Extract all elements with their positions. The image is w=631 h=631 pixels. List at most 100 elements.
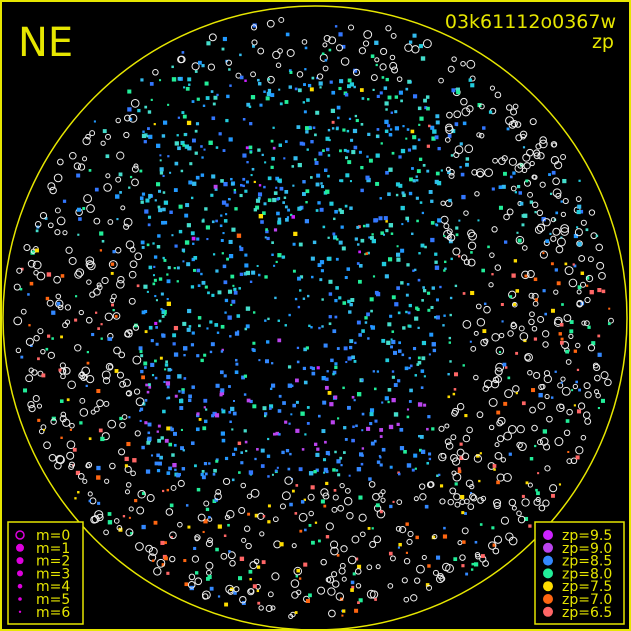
star-point bbox=[360, 462, 364, 466]
star-point bbox=[319, 86, 322, 89]
star-point bbox=[408, 324, 412, 328]
star-point bbox=[194, 129, 198, 133]
uncalibrated-star bbox=[340, 545, 348, 553]
star-point bbox=[545, 239, 550, 244]
uncalibrated-star bbox=[560, 224, 570, 233]
star-point bbox=[153, 123, 156, 126]
star-point bbox=[214, 413, 220, 418]
star-point bbox=[560, 200, 563, 203]
uncalibrated-star bbox=[290, 579, 300, 588]
star-point bbox=[325, 535, 330, 539]
uncalibrated-star bbox=[577, 402, 586, 410]
uncalibrated-star bbox=[124, 465, 132, 473]
uncalibrated-star bbox=[16, 267, 23, 274]
star-point bbox=[411, 468, 415, 472]
uncalibrated-star bbox=[119, 421, 126, 429]
star-point bbox=[361, 412, 365, 416]
star-point bbox=[339, 597, 344, 601]
uncalibrated-star bbox=[279, 503, 286, 510]
star-point bbox=[372, 275, 376, 278]
star-point bbox=[278, 143, 282, 147]
uncalibrated-star bbox=[529, 160, 535, 167]
uncalibrated-star bbox=[552, 227, 561, 236]
star-point bbox=[255, 198, 261, 203]
uncalibrated-star bbox=[329, 540, 339, 549]
star-point bbox=[407, 220, 410, 223]
uncalibrated-star bbox=[539, 250, 549, 259]
uncalibrated-star bbox=[64, 304, 72, 311]
uncalibrated-star bbox=[445, 166, 451, 172]
star-point bbox=[212, 411, 217, 417]
star-point bbox=[304, 219, 309, 224]
uncalibrated-star bbox=[435, 574, 445, 584]
star-point bbox=[164, 438, 169, 443]
star-point bbox=[94, 187, 99, 192]
star-point bbox=[95, 311, 98, 314]
uncalibrated-star bbox=[544, 393, 550, 400]
uncalibrated-star bbox=[205, 539, 213, 548]
star-point bbox=[465, 157, 470, 161]
uncalibrated-star bbox=[568, 278, 578, 288]
star-point bbox=[153, 265, 156, 268]
star-point bbox=[434, 252, 438, 256]
uncalibrated-star bbox=[103, 400, 110, 407]
star-point bbox=[239, 272, 244, 276]
star-point bbox=[268, 407, 272, 410]
uncalibrated-star bbox=[227, 588, 234, 595]
uncalibrated-star bbox=[479, 103, 485, 110]
star-point bbox=[267, 504, 271, 508]
star-point bbox=[316, 447, 320, 451]
star-point bbox=[338, 32, 343, 37]
uncalibrated-star bbox=[580, 434, 587, 441]
uncalibrated-star bbox=[121, 414, 128, 420]
uncalibrated-star bbox=[49, 186, 57, 195]
star-point bbox=[315, 110, 320, 115]
star-point bbox=[148, 193, 153, 198]
star-point bbox=[431, 342, 436, 347]
star-point bbox=[105, 154, 110, 159]
star-point bbox=[233, 447, 238, 451]
star-point bbox=[284, 140, 288, 143]
uncalibrated-star bbox=[448, 172, 455, 179]
star-point bbox=[256, 447, 259, 451]
star-point bbox=[578, 388, 581, 392]
uncalibrated-star bbox=[59, 362, 66, 369]
uncalibrated-star bbox=[330, 546, 339, 556]
uncalibrated-star bbox=[197, 513, 206, 522]
star-point bbox=[234, 370, 239, 375]
star-point bbox=[220, 179, 224, 183]
uncalibrated-star bbox=[247, 588, 255, 596]
star-point bbox=[373, 439, 377, 443]
uncalibrated-star bbox=[449, 487, 457, 495]
uncalibrated-star bbox=[516, 441, 523, 449]
star-point bbox=[251, 270, 256, 275]
star-point bbox=[99, 231, 104, 236]
star-point bbox=[515, 351, 519, 355]
star-point bbox=[181, 248, 186, 252]
star-point bbox=[128, 516, 131, 519]
star-point bbox=[166, 397, 169, 400]
star-point bbox=[393, 412, 399, 417]
star-point bbox=[366, 312, 370, 317]
star-point bbox=[200, 145, 203, 148]
star-point bbox=[150, 98, 153, 101]
star-point bbox=[408, 356, 411, 360]
star-point bbox=[271, 241, 274, 245]
star-point bbox=[415, 196, 419, 200]
star-point bbox=[193, 268, 196, 272]
uncalibrated-star bbox=[452, 472, 462, 482]
uncalibrated-star bbox=[339, 562, 346, 569]
uncalibrated-star bbox=[170, 485, 177, 491]
star-point bbox=[351, 150, 356, 155]
star-point bbox=[303, 347, 307, 352]
uncalibrated-star bbox=[100, 140, 106, 146]
star-point bbox=[272, 432, 276, 436]
star-point bbox=[299, 529, 303, 533]
star-point bbox=[421, 211, 425, 215]
uncalibrated-star bbox=[86, 261, 96, 271]
star-point bbox=[202, 426, 207, 431]
zp-color-swatch bbox=[543, 581, 553, 592]
star-point bbox=[238, 287, 241, 290]
star-point bbox=[159, 455, 163, 460]
uncalibrated-star bbox=[556, 403, 565, 413]
